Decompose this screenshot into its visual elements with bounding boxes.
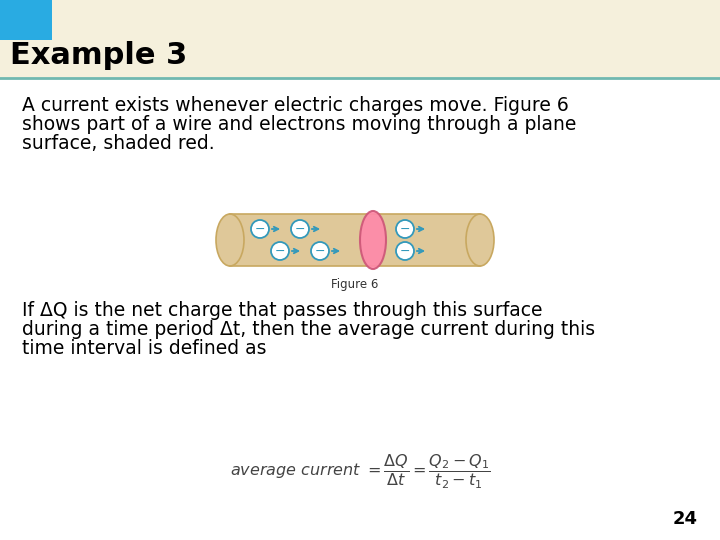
Bar: [0, 0, 52, 40]
Ellipse shape: [216, 214, 244, 266]
Text: surface, shaded red.: surface, shaded red.: [22, 134, 215, 153]
Text: If ΔQ is the net charge that passes through this surface: If ΔQ is the net charge that passes thro…: [22, 301, 542, 320]
Text: 24: 24: [673, 510, 698, 528]
Text: Figure 6: Figure 6: [331, 278, 379, 291]
Circle shape: [396, 242, 414, 260]
Text: average current $= \dfrac{\Delta Q}{\Delta t} = \dfrac{Q_2 - Q_1}{t_2 - t_1}$: average current $= \dfrac{\Delta Q}{\Del…: [230, 453, 490, 491]
Ellipse shape: [466, 214, 494, 266]
Text: −: −: [315, 245, 325, 258]
Text: −: −: [294, 223, 305, 236]
Circle shape: [271, 242, 289, 260]
Text: during a time period Δt, then the average current during this: during a time period Δt, then the averag…: [22, 320, 595, 339]
Text: −: −: [275, 245, 285, 258]
Ellipse shape: [360, 211, 386, 269]
Text: shows part of a wire and electrons moving through a plane: shows part of a wire and electrons movin…: [22, 115, 577, 134]
Text: Example 3: Example 3: [10, 41, 187, 70]
Text: −: −: [255, 223, 265, 236]
Circle shape: [291, 220, 309, 238]
Text: A current exists whenever electric charges move. Figure 6: A current exists whenever electric charg…: [22, 96, 569, 115]
Circle shape: [311, 242, 329, 260]
Bar: [230, 214, 480, 266]
Bar: [0, 0, 720, 78]
Text: −: −: [400, 245, 410, 258]
Circle shape: [251, 220, 269, 238]
Circle shape: [396, 220, 414, 238]
Text: time interval is defined as: time interval is defined as: [22, 339, 266, 358]
Text: −: −: [400, 223, 410, 236]
